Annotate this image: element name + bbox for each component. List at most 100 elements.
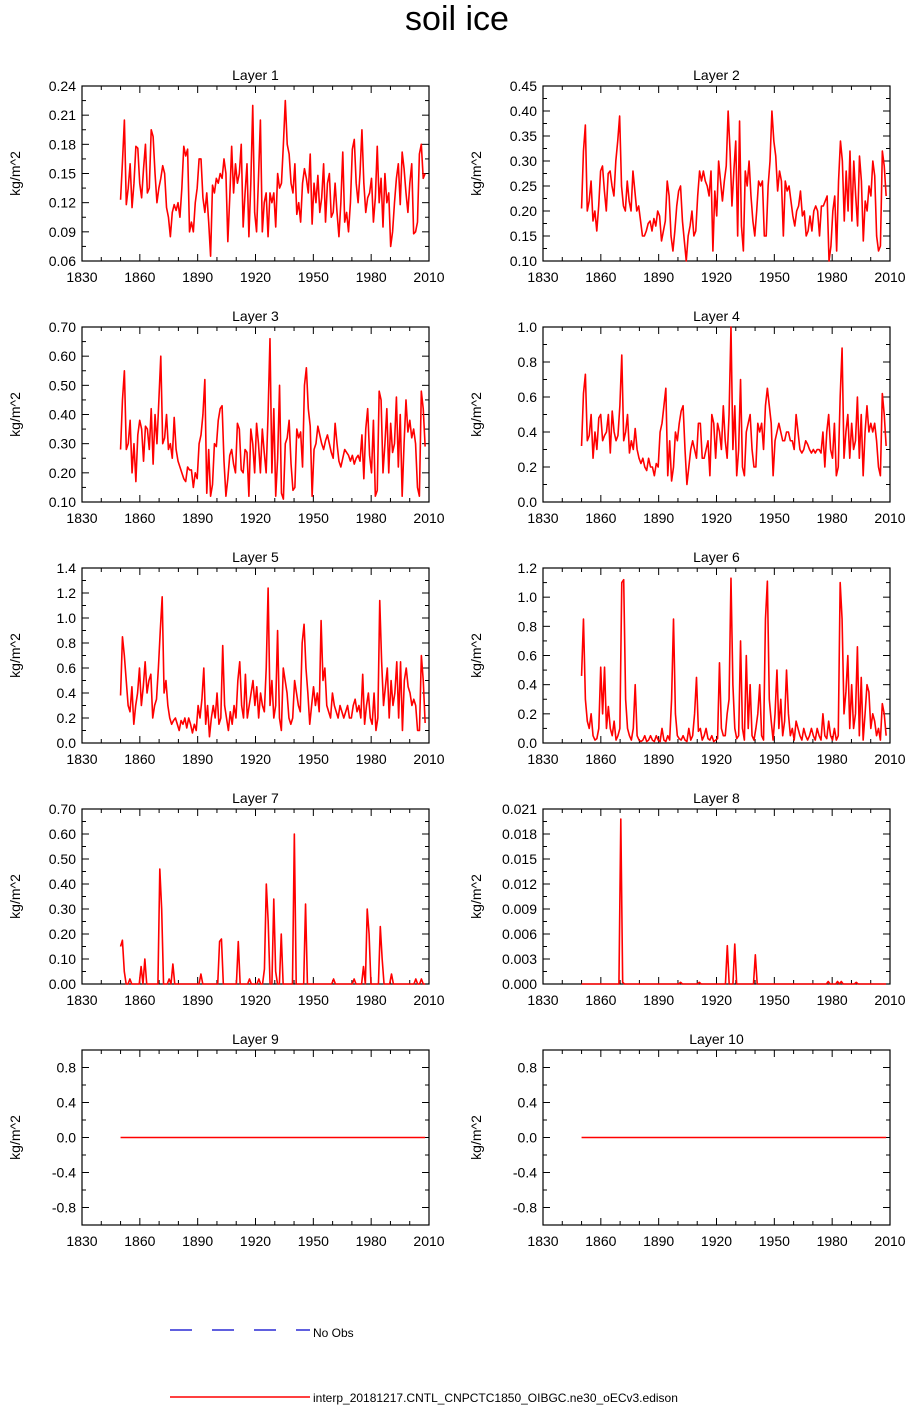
x-tick-label: 1860 [585, 1233, 616, 1249]
panel-5: Layer 5 kg/m^2 1830 1860 1890 1920 1950 1980 201… [7, 549, 445, 767]
y-tick-label: 0.10 [49, 494, 76, 510]
y-tick-label: 0.50 [49, 377, 76, 393]
y-tick-label: 1.2 [57, 585, 77, 601]
x-tick-label: 1830 [527, 510, 558, 526]
x-tick-label: 1920 [240, 1233, 271, 1249]
y-tick-label: 0.60 [49, 348, 76, 364]
y-tick-label: 0.0 [57, 1130, 77, 1146]
x-tick-label: 2010 [413, 510, 444, 526]
y-tick-label: 0.8 [518, 1060, 538, 1076]
y-tick-label: 0.021 [502, 801, 537, 817]
y-tick-label: 0.4 [57, 1095, 77, 1111]
y-tick-label: 0.24 [49, 78, 76, 94]
x-tick-label: 1920 [701, 751, 732, 767]
y-tick-label: 0.40 [510, 103, 537, 119]
y-tick-label: 0.60 [49, 826, 76, 842]
y-axis-label: kg/m^2 [7, 874, 23, 919]
panel-title: Layer 1 [232, 67, 279, 83]
x-tick-label: 1950 [759, 1233, 790, 1249]
series-line-model [581, 818, 887, 985]
y-tick-label: 0.15 [510, 228, 537, 244]
x-tick-label: 1890 [182, 751, 213, 767]
x-tick-label: 1980 [817, 1233, 848, 1249]
x-tick-label: 2010 [413, 269, 444, 285]
x-tick-label: 1980 [817, 992, 848, 1008]
x-tick-label: 1950 [298, 269, 329, 285]
x-tick-label: 1890 [182, 510, 213, 526]
x-tick-label: 1860 [124, 510, 155, 526]
y-tick-label: 1.0 [518, 589, 538, 605]
x-tick-label: 1950 [298, 992, 329, 1008]
y-tick-label: 0.09 [49, 224, 76, 240]
y-tick-label: 0.6 [518, 648, 538, 664]
x-tick-label: 1920 [240, 751, 271, 767]
legend: No Obs interp_20181217.CNTL_CNPCTC1850_O… [170, 1326, 678, 1405]
x-tick-label: 1890 [643, 510, 674, 526]
x-tick-label: 1860 [124, 751, 155, 767]
y-tick-label: 0.0 [518, 494, 538, 510]
y-tick-label: 0.06 [49, 253, 76, 269]
panel-title: Layer 5 [232, 549, 279, 565]
y-axis-label: kg/m^2 [468, 392, 484, 437]
series-line-model [580, 326, 887, 486]
panel-4: Layer 4 kg/m^2 1830 1860 1890 1920 1950 1980 201… [468, 308, 906, 526]
y-tick-label: 0.45 [510, 78, 537, 94]
y-tick-label: 0.0 [518, 735, 538, 751]
y-axis-label: kg/m^2 [468, 1115, 484, 1160]
plot-frame [81, 808, 430, 985]
x-tick-label: 1920 [240, 510, 271, 526]
y-tick-label: 0.012 [502, 876, 537, 892]
y-tick-label: 0.35 [510, 128, 537, 144]
x-tick-label: 1950 [759, 751, 790, 767]
x-tick-label: 2010 [874, 510, 905, 526]
x-tick-label: 1920 [701, 510, 732, 526]
y-tick-label: 0.18 [49, 136, 76, 152]
x-tick-label: 1920 [240, 992, 271, 1008]
y-tick-label: 0.20 [510, 203, 537, 219]
x-tick-label: 2010 [413, 751, 444, 767]
y-tick-label: 0.8 [57, 635, 77, 651]
x-tick-label: 1830 [66, 510, 97, 526]
y-tick-label: 0.8 [518, 354, 538, 370]
x-tick-label: 1890 [643, 992, 674, 1008]
x-tick-label: 1920 [240, 269, 271, 285]
panel-8: Layer 8 kg/m^2 1830 1860 1890 1920 1950 1980 201… [468, 790, 906, 1008]
x-tick-label: 1830 [527, 269, 558, 285]
x-tick-label: 1890 [182, 1233, 213, 1249]
panel-title: Layer 10 [689, 1031, 744, 1047]
x-tick-label: 2010 [413, 992, 444, 1008]
y-tick-label: 0.50 [49, 851, 76, 867]
y-tick-label: 0.20 [49, 465, 76, 481]
panel-2: Layer 2 kg/m^2 1830 1860 1890 1920 1950 1980 201… [468, 67, 906, 285]
x-tick-label: 2010 [874, 269, 905, 285]
y-tick-label: 0.20 [49, 926, 76, 942]
plot-frame [542, 808, 891, 985]
series-line-model [119, 337, 426, 500]
y-tick-label: 1.4 [57, 560, 77, 576]
panel-title: Layer 7 [232, 790, 279, 806]
y-tick-label: 0.0 [57, 735, 77, 751]
x-tick-label: 1950 [298, 1233, 329, 1249]
y-tick-label: -0.4 [513, 1165, 537, 1181]
y-tick-label: 0.2 [518, 459, 538, 475]
x-tick-label: 1860 [124, 269, 155, 285]
plot-frame [542, 85, 891, 262]
y-tick-label: 0.70 [49, 801, 76, 817]
y-tick-label: 1.2 [518, 560, 538, 576]
panel-title: Layer 9 [232, 1031, 279, 1047]
panel-3: Layer 3 kg/m^2 1830 1860 1890 1920 1950 1980 201… [7, 308, 445, 526]
y-tick-label: 0.015 [502, 851, 537, 867]
y-tick-label: 0.12 [49, 195, 76, 211]
panel-title: Layer 2 [693, 67, 740, 83]
x-tick-label: 1980 [817, 269, 848, 285]
y-tick-label: -0.4 [52, 1165, 76, 1181]
x-tick-label: 2010 [874, 751, 905, 767]
x-tick-label: 1950 [759, 269, 790, 285]
y-tick-label: 0.25 [510, 178, 537, 194]
panel-7: Layer 7 kg/m^2 1830 1860 1890 1920 1950 1980 201… [7, 790, 445, 1008]
x-tick-label: 1950 [298, 751, 329, 767]
y-tick-label: 0.4 [518, 1095, 538, 1111]
y-tick-label: 0.30 [510, 153, 537, 169]
x-tick-label: 1950 [759, 992, 790, 1008]
y-axis-label: kg/m^2 [468, 151, 484, 196]
